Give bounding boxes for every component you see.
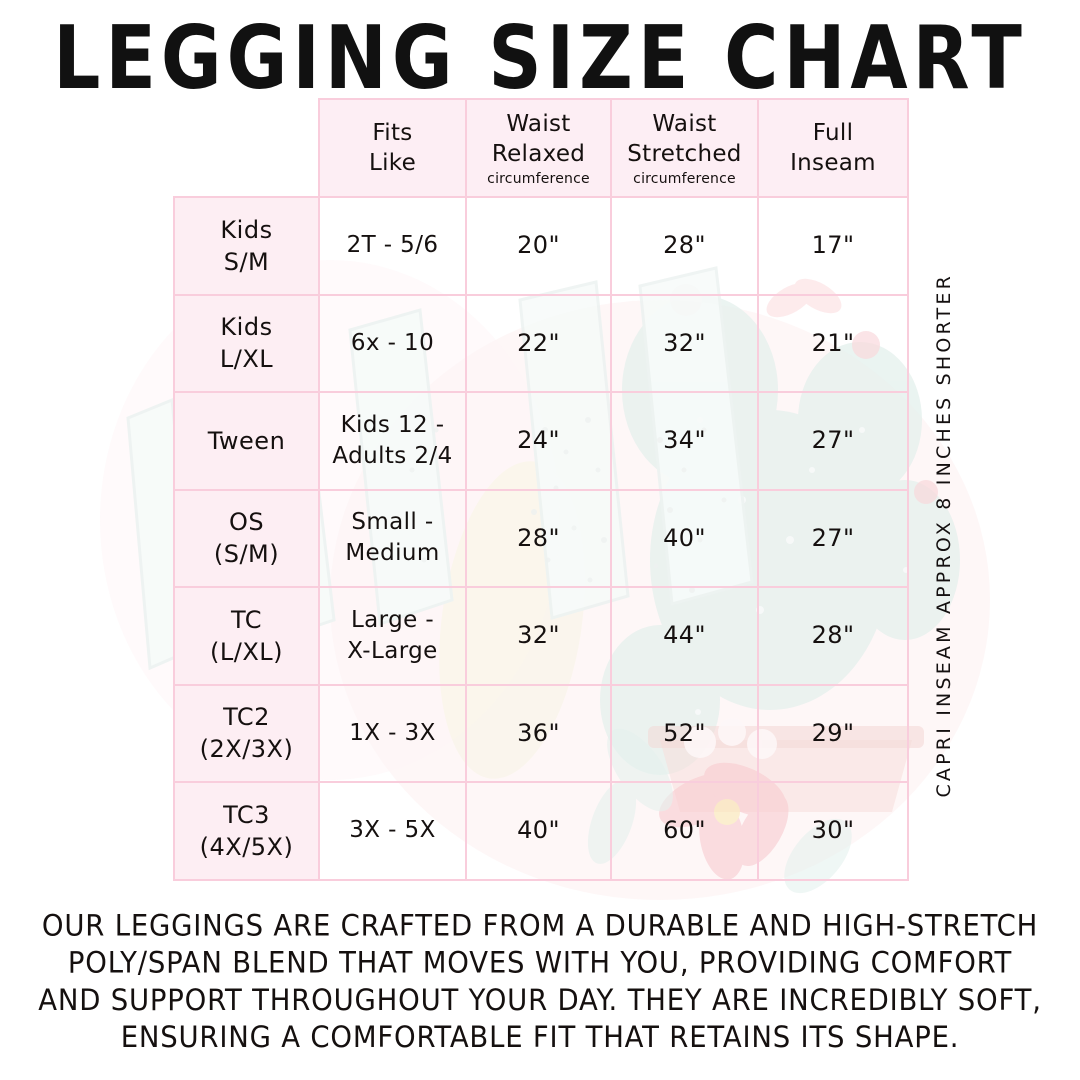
table-row: TC (L/XL) Large - X-Large 32" 44" 28" [173,586,909,686]
cell-waist-relaxed: 36" [465,683,612,783]
header-line-1: Waist [506,110,571,137]
row-label-tc-lxl: TC (L/XL) [173,586,320,686]
header-line-2: Stretched [627,140,742,167]
header-line-2: Relaxed [491,140,586,167]
cell-full-inseam: 21" [757,293,909,393]
cell-full-inseam: 17" [757,196,909,296]
row-label-kids-sm: Kids S/M [173,196,320,296]
cell-fits-like: 2T - 5/6 [318,196,467,296]
footer-line-1: OUR LEGGINGS ARE CRAFTED FROM A DURABLE … [41,909,1039,943]
cell-line-1: Kids 12 - [340,411,445,438]
header-line-1: Fits [372,120,413,146]
row-label-kids-lxl: Kids L/XL [173,293,320,393]
row-label-tc2-2x3x: TC2 (2X/3X) [173,683,320,783]
cell-waist-relaxed: 24" [465,391,612,491]
cell-line-1: Large - [350,606,435,633]
table-row: Kids S/M 2T - 5/6 20" 28" 17" [173,196,909,296]
cell-waist-stretched: 32" [610,293,759,393]
cell-line-1: Small - [351,509,434,536]
size-chart-table-wrapper: Fits Like Waist Relaxed circumference Wa… [173,98,909,881]
cell-waist-relaxed: 32" [465,586,612,686]
cell-fits-like: Kids 12 - Adults 2/4 [318,391,467,491]
cell-line-1: 6x - 10 [350,329,435,356]
row-label-line-2: S/M [223,247,270,276]
row-label-line-1: TC2 [223,703,270,732]
row-label-line-1: OS [228,508,265,537]
cell-full-inseam: 29" [757,683,909,783]
cell-fits-like: 1X - 3X [318,683,467,783]
cell-full-inseam: 28" [757,586,909,686]
cell-line-1: 1X - 3X [349,719,436,746]
capri-inseam-note-text: CAPRI INSEAM APPROX 8 INCHES SHORTER [933,272,955,798]
row-label-line-2: (4X/5X) [199,832,294,861]
cell-fits-like: 3X - 5X [318,781,467,881]
cell-waist-relaxed: 22" [465,293,612,393]
cell-waist-relaxed: 20" [465,196,612,296]
row-label-line-2: (L/XL) [210,637,283,666]
column-header-waist-stretched: Waist Stretched circumference [610,98,759,198]
size-chart-table: Fits Like Waist Relaxed circumference Wa… [173,98,909,881]
cell-waist-stretched: 52" [610,683,759,783]
row-label-line-1: TC [230,605,262,634]
column-header-waist-relaxed: Waist Relaxed circumference [465,98,612,198]
cell-full-inseam: 27" [757,391,909,491]
cell-waist-stretched: 28" [610,196,759,296]
header-line-2: Like [368,150,417,176]
table-header-row: Fits Like Waist Relaxed circumference Wa… [174,98,909,198]
table-row: TC2 (2X/3X) 1X - 3X 36" 52" 29" [173,683,909,783]
cell-waist-stretched: 34" [610,391,759,491]
cell-line-2: X-Large [347,637,438,664]
table-row: TC3 (4X/5X) 3X - 5X 40" 60" 30" [173,781,909,881]
row-label-os-sm: OS (S/M) [173,488,320,588]
cell-fits-like: Large - X-Large [318,586,467,686]
cell-waist-stretched: 44" [610,586,759,686]
cell-fits-like: 6x - 10 [318,293,467,393]
table-row: OS (S/M) Small - Medium 28" 40" 27" [173,488,909,588]
capri-inseam-note: CAPRI INSEAM APPROX 8 INCHES SHORTER [922,250,966,820]
cell-line-1: 2T - 5/6 [346,232,439,259]
row-label-line-2: (S/M) [213,540,280,569]
header-line-2: Inseam [790,150,876,176]
table-row: Kids L/XL 6x - 10 22" 32" 21" [173,293,909,393]
header-line-1: Waist [652,110,717,137]
cell-full-inseam: 27" [757,488,909,588]
cell-full-inseam: 30" [757,781,909,881]
table-row: Tween Kids 12 - Adults 2/4 24" 34" 27" [173,391,909,491]
row-label-line-1: TC3 [223,800,270,829]
corner-cell [174,99,319,197]
footer-line-3: AND SUPPORT THROUGHOUT YOUR DAY. THEY AR… [38,983,1042,1018]
column-header-full-inseam: Full Inseam [757,98,909,198]
row-label-line-1: Kids [220,215,273,244]
row-label-line-2: L/XL [219,345,274,374]
header-subtext: circumference [487,170,590,187]
column-header-fits-like: Fits Like [318,98,467,198]
header-subtext: circumference [633,170,736,187]
cell-line-1: 3X - 5X [349,817,436,844]
cell-waist-relaxed: 40" [465,781,612,881]
row-label-line-1: Tween [207,426,286,455]
cell-line-2: Medium [345,540,440,567]
footer-line-2: POLY/SPAN BLEND THAT MOVES WITH YOU, PRO… [67,946,1013,981]
header-line-1: Full [812,120,854,146]
cell-line-2: Adults 2/4 [332,442,453,469]
page-title: LEGGING SIZE CHART [53,8,1027,110]
footer-line-4: ENSURING A COMFORTABLE FIT THAT RETAINS … [120,1020,960,1055]
row-label-line-1: Kids [220,313,273,342]
row-label-line-2: (2X/3X) [199,735,294,764]
row-label-tc3-4x5x: TC3 (4X/5X) [173,781,320,881]
cell-waist-stretched: 40" [610,488,759,588]
cell-waist-stretched: 60" [610,781,759,881]
cell-fits-like: Small - Medium [318,488,467,588]
row-label-tween: Tween [173,391,320,491]
cell-waist-relaxed: 28" [465,488,612,588]
footer-description: OUR LEGGINGS ARE CRAFTED FROM A DURABLE … [28,908,1052,1056]
